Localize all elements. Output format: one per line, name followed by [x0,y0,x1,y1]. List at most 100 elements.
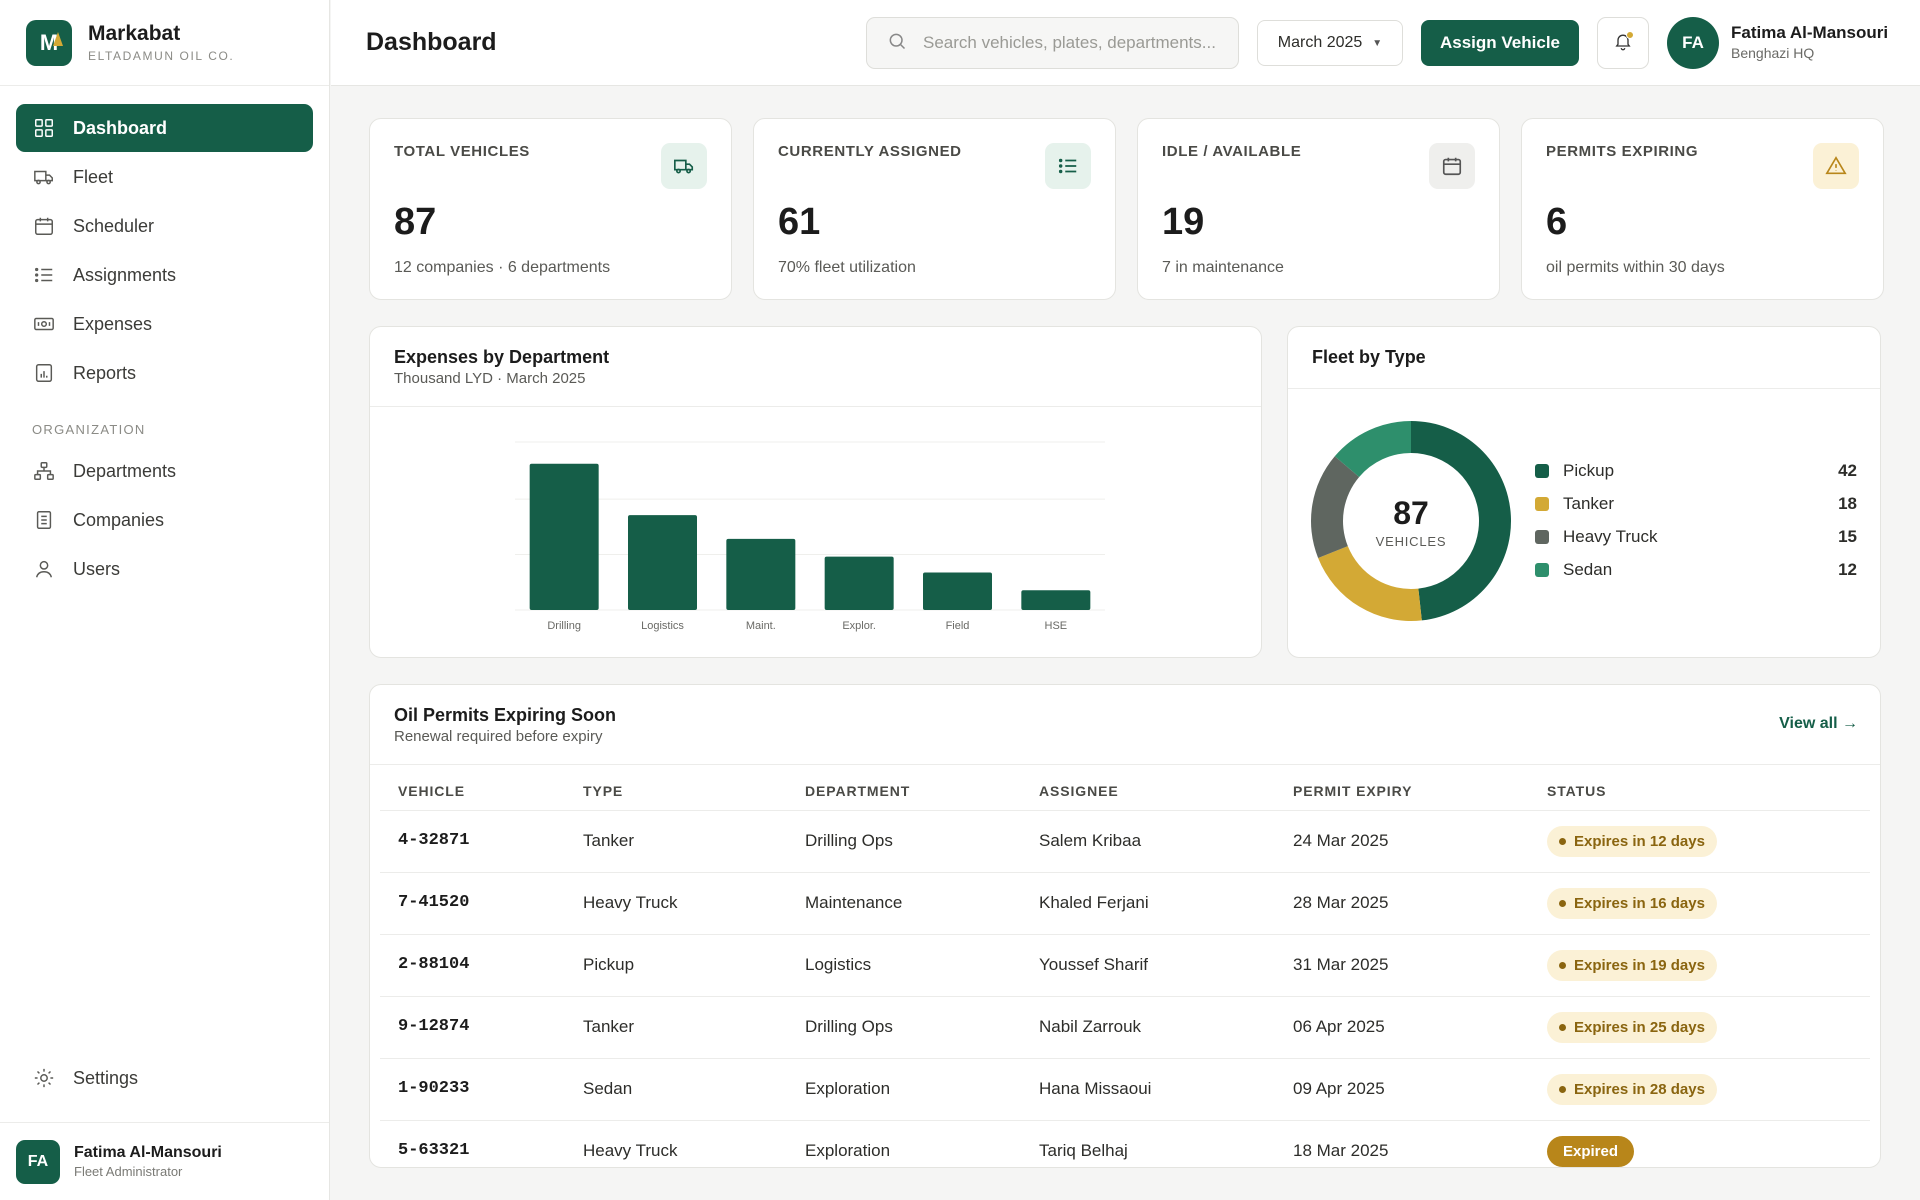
kpi-label: TOTAL VEHICLES [394,143,530,160]
brand: M Markabat ELTADAMUN OIL CO. [0,0,329,86]
x-tick-label: HSE [1045,620,1068,632]
search-box[interactable] [866,17,1239,69]
status-text: Expires in 19 days [1574,957,1705,974]
calendar-icon [1429,143,1475,189]
table-row[interactable]: 9-12874 Tanker Drilling Ops Nabil Zarrouk 06… [380,997,1870,1059]
bar-explor[interactable] [824,556,894,610]
sidebar-user[interactable]: FA Fatima Al-Mansouri Fleet Administrato… [0,1122,329,1200]
brand-name: Markabat [88,22,181,45]
column-header-status: STATUS [1547,783,1607,799]
notifications-button[interactable] [1597,17,1649,69]
legend-label: Sedan [1563,560,1613,579]
notification-dot [1626,31,1634,39]
legend-swatch [1535,563,1549,577]
gear-icon [33,1067,55,1089]
cell-type: Heavy Truck [583,1141,678,1160]
nav-section-organization: ORGANIZATION [32,422,146,437]
donut-slice-heavy-truck[interactable] [1311,456,1360,559]
sidebar-item-label: Settings [73,1067,139,1088]
sidebar-item-expenses[interactable]: Expenses [16,300,313,348]
permits-card: Oil Permits Expiring Soon Renewal requir… [369,684,1881,1168]
cell-expiry: 24 Mar 2025 [1293,831,1389,850]
legend-value: 42 [1838,461,1857,480]
card-divider [370,406,1261,407]
kpi-subtext: 70% fleet utilization [778,259,916,276]
search-input[interactable] [923,33,1223,53]
sidebar-item-assignments[interactable]: Assignments [16,251,313,299]
view-all-link[interactable]: View all → [1779,715,1858,732]
warning-icon [1813,143,1859,189]
table-row[interactable]: 1-90233 Sedan Exploration Hana Missaoui 09 A… [380,1059,1870,1121]
sidebar-item-departments[interactable]: Departments [16,447,313,495]
legend-value: 18 [1838,494,1857,513]
sidebar-item-settings[interactable]: Settings [16,1054,313,1102]
document-icon [33,509,55,531]
banknote-icon [33,313,55,335]
bar-hse[interactable] [1021,590,1091,610]
status-badge: Expired [1547,1136,1635,1167]
cell-assignee: Nabil Zarrouk [1039,1017,1142,1036]
sidebar-item-users[interactable]: Users [16,545,313,593]
kpi-card-permits-expiring: PERMITS EXPIRING 6 oil permits within 30… [1521,118,1884,300]
expenses-bar-chart: Drilling Logistics Maint. Explor. Field HSE [515,441,1105,632]
sidebar-item-label: Departments [73,460,177,481]
table-row[interactable]: 7-41520 Heavy Truck Maintenance Khaled Ferj… [380,873,1870,935]
cell-type: Sedan [583,1079,633,1098]
kpi-label: IDLE / AVAILABLE [1162,143,1302,160]
donut-slice-sedan[interactable] [1334,421,1411,477]
bar-field[interactable] [923,572,992,610]
status-dot [1559,1086,1566,1093]
header-user-info[interactable]: Fatima Al-Mansouri Benghazi HQ [1731,23,1888,61]
month-selector[interactable]: March 2025 ▼ [1257,20,1403,66]
sidebar-item-fleet[interactable]: Fleet [16,153,313,201]
status-badge: Expires in 16 days [1547,888,1717,919]
sidebar-item-label: Fleet [73,166,114,187]
page-title: Dashboard [366,28,497,56]
sidebar-item-dashboard[interactable]: Dashboard [16,104,313,152]
donut-slice-pickup[interactable] [1411,421,1511,621]
user-icon [33,558,55,580]
cell-vehicle: 1-90233 [398,1079,470,1098]
sidebar-item-label: Users [73,558,121,579]
legend-item: Sedan 12 [1535,560,1857,580]
header-user-location: Benghazi HQ [1731,45,1815,61]
assign-vehicle-button[interactable]: Assign Vehicle [1421,20,1579,66]
org-chart-icon [33,460,55,482]
donut-center: 87 VEHICLES [1351,495,1471,549]
column-header-type: TYPE [583,783,624,799]
cell-assignee: Tariq Belhaj [1039,1141,1128,1160]
header-avatar[interactable]: FA [1667,17,1719,69]
bar-logistics[interactable] [628,515,697,610]
sidebar-item-scheduler[interactable]: Scheduler [16,202,313,250]
legend-item: Tanker 18 [1535,494,1857,514]
sidebar-item-label: Reports [73,362,137,383]
cell-department: Drilling Ops [805,831,893,850]
cell-vehicle: 2-88104 [398,955,470,974]
kpi-value: 61 [778,201,821,243]
status-dot [1559,900,1566,907]
table-row[interactable]: 5-63321 Heavy Truck Exploration Tariq Belha… [380,1121,1870,1177]
month-selector-value: March 2025 [1277,34,1363,51]
kpi-subtext: 12 companies · 6 departments [394,259,611,276]
table-row[interactable]: 2-88104 Pickup Logistics Youssef Sharif 31 M… [380,935,1870,997]
legend-value: 12 [1838,560,1857,579]
status-text: Expires in 12 days [1574,833,1705,850]
table-row[interactable]: 4-32871 Tanker Drilling Ops Salem Kribaa 24 … [380,811,1870,873]
brand-logo: M [26,19,72,66]
bar-maint[interactable] [726,538,796,610]
column-header-permit-expiry: PERMIT EXPIRY [1293,783,1413,799]
cell-vehicle: 7-41520 [398,893,470,912]
bar-drilling[interactable] [529,463,599,610]
sidebar-item-companies[interactable]: Companies [16,496,313,544]
donut-slice-tanker[interactable] [1318,546,1422,621]
sidebar-item-reports[interactable]: Reports [16,349,313,397]
status-badge: Expires in 28 days [1547,1074,1717,1105]
sidebar-item-label: Assignments [73,264,177,285]
legend-swatch [1535,530,1549,544]
list-icon [33,264,55,286]
status-text: Expires in 28 days [1574,1081,1705,1098]
main-nav: Dashboard Fleet Scheduler Assignments Ex… [0,86,329,593]
sidebar-item-label: Scheduler [73,215,155,236]
truck-icon [661,143,707,189]
cell-vehicle: 9-12874 [398,1017,470,1036]
